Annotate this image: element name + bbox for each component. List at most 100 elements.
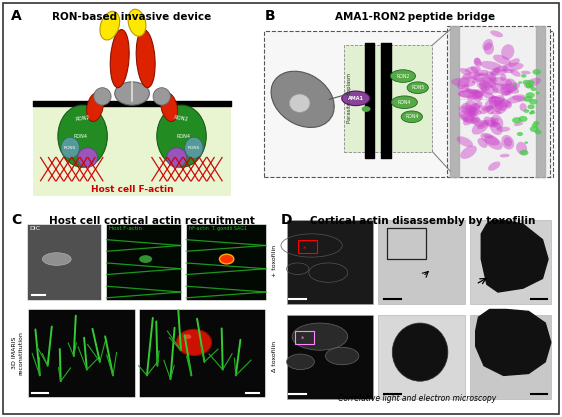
Ellipse shape [477,83,490,91]
Ellipse shape [61,137,80,158]
Ellipse shape [292,323,348,350]
Text: hF-actin  T. gondii SAG1: hF-actin T. gondii SAG1 [189,226,247,231]
Ellipse shape [465,100,478,114]
Ellipse shape [42,253,71,265]
Text: DIC: DIC [30,226,41,231]
Text: RON5: RON5 [188,146,200,150]
Ellipse shape [392,323,448,381]
Text: RON4: RON4 [177,134,191,139]
Ellipse shape [502,69,514,73]
Ellipse shape [465,88,473,94]
Ellipse shape [460,68,472,76]
Ellipse shape [470,117,484,127]
Ellipse shape [461,103,476,118]
Ellipse shape [501,44,514,60]
Ellipse shape [469,103,481,116]
Ellipse shape [484,116,496,128]
Text: D: D [281,214,292,228]
Ellipse shape [490,30,503,37]
Ellipse shape [491,111,501,115]
Ellipse shape [157,105,206,167]
Ellipse shape [483,107,493,112]
Ellipse shape [481,133,499,146]
Ellipse shape [528,80,535,85]
Ellipse shape [472,120,489,135]
Ellipse shape [512,117,522,123]
Text: RON2: RON2 [396,73,410,78]
Ellipse shape [525,84,533,89]
Ellipse shape [472,89,483,93]
Ellipse shape [460,84,469,93]
Bar [27,224,101,300]
Ellipse shape [521,74,527,78]
Ellipse shape [184,334,192,339]
Ellipse shape [466,89,478,94]
Ellipse shape [110,30,129,88]
Ellipse shape [342,91,370,106]
Ellipse shape [518,116,528,122]
Ellipse shape [528,104,534,109]
Ellipse shape [513,84,516,87]
Ellipse shape [536,92,540,95]
Ellipse shape [525,92,534,98]
Ellipse shape [490,121,502,135]
Ellipse shape [479,80,495,95]
Ellipse shape [472,78,483,83]
Ellipse shape [490,68,500,77]
Ellipse shape [289,94,310,113]
Ellipse shape [451,78,475,87]
Ellipse shape [176,329,212,356]
Ellipse shape [524,141,528,144]
Ellipse shape [462,116,468,122]
Ellipse shape [520,150,528,156]
Ellipse shape [495,99,508,114]
Bar [33,101,231,196]
Bar [287,220,373,304]
Ellipse shape [480,61,502,70]
Ellipse shape [473,74,497,84]
Ellipse shape [517,132,523,136]
Ellipse shape [529,99,538,105]
Ellipse shape [510,69,521,77]
Ellipse shape [500,154,510,158]
Ellipse shape [482,76,496,88]
Ellipse shape [478,105,488,110]
Ellipse shape [531,110,534,113]
Ellipse shape [500,74,506,81]
Ellipse shape [531,87,537,91]
Ellipse shape [458,90,477,98]
Ellipse shape [493,65,507,73]
Ellipse shape [513,95,527,102]
Ellipse shape [484,95,505,108]
Text: + toxofilin: + toxofilin [271,245,277,277]
Text: RON4: RON4 [73,134,87,139]
Ellipse shape [534,130,542,134]
Ellipse shape [493,87,498,93]
Text: Parasite cytoplasm: Parasite cytoplasm [347,73,352,123]
Ellipse shape [504,137,512,147]
Bar [447,26,551,177]
Text: Correlative light and electron microscopy: Correlative light and electron microscop… [338,394,496,403]
Ellipse shape [271,71,334,128]
Ellipse shape [507,94,525,103]
Ellipse shape [94,88,111,105]
Ellipse shape [479,82,493,88]
Ellipse shape [501,135,514,150]
Ellipse shape [464,108,474,114]
Text: Cortical actin disassembly by toxofilin: Cortical actin disassembly by toxofilin [310,216,536,226]
Ellipse shape [401,111,423,123]
Text: RON4: RON4 [398,100,411,105]
Ellipse shape [459,106,482,116]
Ellipse shape [509,58,520,67]
Bar [470,220,551,304]
Ellipse shape [493,55,511,65]
Ellipse shape [530,126,539,132]
Ellipse shape [287,354,314,369]
Ellipse shape [488,96,511,107]
Ellipse shape [523,80,531,85]
Ellipse shape [490,77,512,86]
Bar [186,224,266,300]
Ellipse shape [524,109,529,113]
Ellipse shape [518,81,522,84]
Ellipse shape [491,118,499,124]
